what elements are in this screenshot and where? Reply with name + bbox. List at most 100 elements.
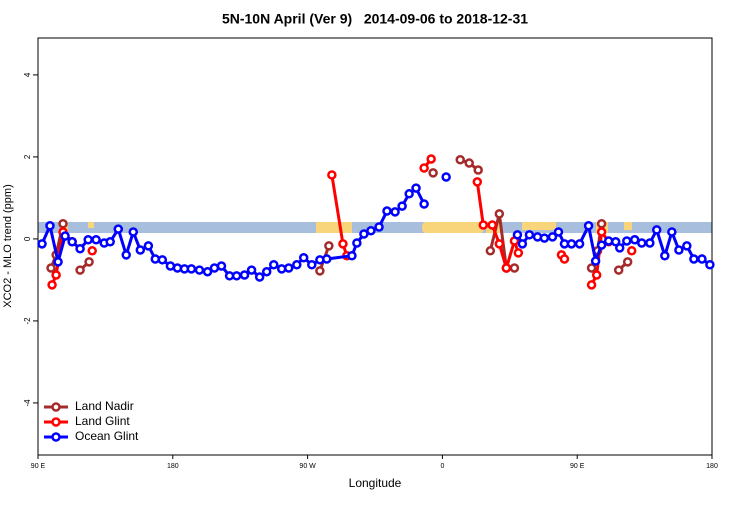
data-point bbox=[83, 234, 93, 245]
data-point bbox=[338, 239, 348, 249]
data-point bbox=[645, 238, 655, 248]
data-point bbox=[411, 183, 421, 193]
data-point bbox=[596, 218, 607, 229]
x-axis-label: Longitude bbox=[349, 476, 402, 490]
data-point bbox=[121, 250, 131, 260]
data-point bbox=[261, 266, 272, 277]
data-point bbox=[697, 254, 707, 264]
chart-title: 5N-10N April (Ver 9) 2014-09-06 to 2018-… bbox=[222, 11, 528, 27]
data-point bbox=[113, 224, 124, 234]
data-point bbox=[46, 263, 56, 273]
data-point bbox=[87, 246, 97, 256]
data-point bbox=[622, 257, 633, 267]
data-point bbox=[269, 259, 279, 270]
data-point bbox=[292, 259, 302, 270]
data-point bbox=[559, 254, 570, 264]
data-point bbox=[324, 241, 334, 251]
data-point bbox=[590, 256, 601, 266]
data-point bbox=[426, 154, 436, 164]
data-point bbox=[705, 259, 715, 270]
legend-marker bbox=[51, 417, 61, 427]
data-point bbox=[67, 237, 77, 247]
data-point bbox=[45, 221, 55, 231]
data-point bbox=[419, 199, 429, 209]
y-tick-label: -2 bbox=[23, 317, 32, 325]
data-point bbox=[84, 257, 94, 267]
data-point bbox=[441, 172, 451, 182]
data-point bbox=[347, 250, 357, 261]
data-point bbox=[428, 168, 438, 178]
data-point bbox=[390, 207, 400, 217]
data-point bbox=[472, 177, 483, 187]
x-tick-label: 0 bbox=[440, 463, 444, 470]
data-point bbox=[574, 239, 585, 249]
data-point bbox=[298, 253, 309, 263]
land-strip bbox=[88, 222, 94, 228]
x-tick-label: 180 bbox=[167, 463, 179, 470]
data-point bbox=[60, 231, 70, 241]
data-point bbox=[75, 244, 85, 254]
data-point bbox=[629, 234, 640, 245]
data-point bbox=[404, 189, 414, 199]
data-point bbox=[231, 271, 242, 281]
data-point bbox=[91, 234, 101, 245]
data-point bbox=[254, 272, 265, 282]
data-point bbox=[501, 263, 512, 273]
y-tick-label: 2 bbox=[23, 154, 32, 159]
x-tick-label: 180 bbox=[706, 463, 718, 470]
data-point bbox=[674, 245, 684, 255]
data-point bbox=[660, 250, 670, 261]
data-point bbox=[637, 238, 647, 248]
data-point bbox=[366, 225, 376, 236]
data-point bbox=[667, 227, 677, 237]
data-point bbox=[651, 225, 662, 235]
data-point bbox=[157, 255, 168, 265]
y-tick-label: 0 bbox=[23, 236, 32, 241]
land-strip bbox=[422, 222, 484, 233]
land-strip bbox=[522, 222, 556, 230]
data-point bbox=[566, 239, 577, 249]
data-point bbox=[509, 263, 520, 273]
legend-label: Land Nadir bbox=[75, 399, 134, 413]
data-point bbox=[626, 246, 637, 256]
data-point bbox=[553, 227, 564, 237]
land-strip bbox=[624, 222, 632, 230]
data-point bbox=[327, 170, 337, 180]
data-point bbox=[622, 236, 632, 246]
x-tick-label: 90 E bbox=[570, 463, 585, 470]
data-point bbox=[315, 266, 325, 276]
data-point bbox=[513, 248, 524, 258]
data-point bbox=[689, 254, 699, 264]
y-axis-label: XCO2 - MLO trend (ppm) bbox=[2, 184, 14, 307]
land-strip bbox=[316, 222, 352, 233]
data-point bbox=[239, 270, 250, 280]
legend-label: Ocean Glint bbox=[75, 429, 139, 443]
data-point bbox=[539, 233, 550, 243]
data-point bbox=[128, 227, 139, 237]
data-point bbox=[586, 280, 597, 290]
data-point bbox=[586, 263, 597, 273]
legend-marker bbox=[51, 432, 61, 442]
data-point bbox=[682, 241, 692, 251]
legend-marker bbox=[51, 402, 61, 412]
data-point bbox=[283, 263, 294, 273]
data-point bbox=[58, 218, 68, 229]
data-point bbox=[397, 201, 407, 211]
data-point bbox=[614, 243, 625, 253]
series-line bbox=[52, 159, 632, 285]
data-point bbox=[186, 264, 197, 274]
data-point bbox=[494, 209, 505, 219]
data-point bbox=[596, 227, 607, 237]
data-point bbox=[194, 265, 205, 275]
data-point bbox=[47, 280, 57, 290]
data-point bbox=[478, 220, 489, 230]
data-point bbox=[494, 239, 505, 249]
y-tick-label: -4 bbox=[23, 399, 32, 407]
data-point bbox=[487, 220, 498, 230]
data-point bbox=[596, 240, 607, 250]
data-point bbox=[517, 239, 528, 249]
data-point bbox=[473, 165, 483, 175]
data-point bbox=[382, 206, 392, 216]
